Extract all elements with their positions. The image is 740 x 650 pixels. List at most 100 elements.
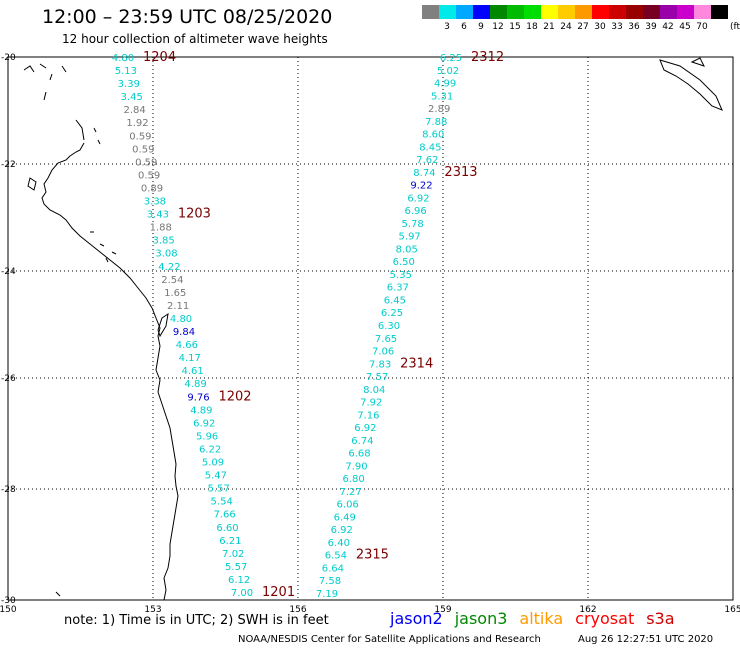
legend-swatch — [439, 5, 456, 19]
mission-s3a: s3a — [646, 609, 675, 628]
fraser-island — [157, 312, 169, 338]
wave-height-value: 4.61 — [182, 366, 204, 377]
wave-height-value: 7.92 — [360, 398, 382, 409]
wave-height-value: 2.89 — [428, 104, 450, 115]
wave-height-value: 6.92 — [354, 423, 376, 434]
wave-height-value: 9.84 — [173, 327, 195, 338]
mission-jason3: jason3 — [454, 609, 508, 628]
wave-height-value: 6.22 — [199, 444, 221, 455]
wave-height-value: 6.74 — [351, 436, 373, 447]
track-east: 6.25 5.02 4.995.31 2.89 7.88 8.608.45 7.62 8.74… — [316, 53, 462, 600]
wave-height-value: 3.85 — [153, 236, 175, 247]
wave-height-value: 5.57 — [208, 484, 230, 495]
wave-height-value: 1.65 — [164, 288, 186, 299]
wave-height-value: 7.16 — [357, 410, 379, 421]
wave-height-value: 4.17 — [179, 353, 201, 364]
wave-height-value: 7.57 — [366, 372, 388, 383]
wave-height-value: 1.88 — [150, 223, 172, 234]
wave-height-value: 8.45 — [419, 142, 441, 153]
pass-number-label: 2315 — [356, 548, 389, 563]
wave-height-value: 7.65 — [375, 334, 397, 345]
legend-swatch — [422, 5, 439, 19]
lat-tick-label: -26 — [1, 374, 16, 384]
wave-height-value: 4.89 — [190, 405, 212, 416]
wave-height-value: 3.38 — [144, 197, 166, 208]
pass-number-label: 2313 — [444, 165, 477, 180]
legend-swatch — [694, 5, 711, 19]
legend-label: 36 — [628, 22, 640, 32]
wave-height-value: 0.59 — [132, 144, 154, 155]
north-coast — [23, 63, 85, 141]
wave-height-value: 0.59 — [129, 131, 151, 142]
wave-height-value: 5.78 — [401, 219, 423, 230]
pass-number-label: 1204 — [143, 50, 176, 65]
wave-height-value: 6.92 — [331, 525, 353, 536]
australia-coast — [41, 142, 179, 601]
wave-height-value: 4.80 — [170, 314, 192, 325]
lat-tick-label: -28 — [1, 485, 16, 495]
lon-tick-label: 153 — [144, 605, 161, 615]
wave-height-value: 6.92 — [193, 418, 215, 429]
pass-number-label: 2312 — [471, 50, 504, 65]
legend-unit: (ft) — [730, 22, 740, 32]
wave-height-value: 7.00 — [231, 588, 253, 599]
pass-number-label: 1201 — [262, 585, 295, 600]
wave-height-value: 2.84 — [123, 105, 145, 116]
pass-labels: 1204 1203 1202 1201 2312 2313 2314 2315 — [143, 50, 504, 600]
mission-jason2: jason2 — [390, 609, 443, 628]
wave-height-value: 7.06 — [372, 347, 394, 358]
wave-height-value: 6.40 — [328, 538, 350, 549]
legend-label: 70 — [696, 22, 708, 32]
wave-height-value: 7.66 — [213, 510, 235, 521]
wave-height-value: 8.05 — [396, 244, 418, 255]
legend-swatch — [473, 5, 490, 19]
lat-lon-grid — [7, 56, 734, 601]
legend-swatch — [524, 5, 541, 19]
legend-label: 33 — [611, 22, 623, 32]
wave-height-value: 6.21 — [219, 536, 241, 547]
wave-height-value: 6.12 — [228, 575, 250, 586]
legend-swatch — [575, 5, 592, 19]
wave-height-value: 6.50 — [393, 257, 415, 268]
footnote: note: 1) Time is in UTC; 2) SWH is in fe… — [64, 613, 329, 628]
generated-timestamp: Aug 26 12:27:51 UTC 2020 — [578, 634, 714, 645]
wave-height-value: 7.19 — [316, 589, 338, 600]
reef-specks — [55, 127, 117, 597]
wave-height-value: 6.45 — [384, 295, 406, 306]
wave-height-value: 7.27 — [339, 487, 361, 498]
wave-height-value: 7.88 — [425, 117, 447, 128]
legend-label: 39 — [645, 22, 657, 32]
lon-tick-label: 162 — [579, 605, 596, 615]
wave-height-value: 5.13 — [115, 66, 137, 77]
wave-height-value: 7.62 — [416, 155, 438, 166]
wave-height-value: 5.96 — [196, 431, 218, 442]
wave-height-value: 8.74 — [413, 168, 435, 179]
lon-tick-label: 159 — [434, 605, 451, 615]
wave-height-value: 2.54 — [161, 275, 183, 286]
lon-tick-label: 165 — [724, 605, 740, 615]
legend-swatch — [626, 5, 643, 19]
legend-swatch — [507, 5, 524, 19]
wave-height-value: 3.39 — [118, 79, 140, 90]
wave-height-value: 4.99 — [434, 79, 456, 90]
credit-line: NOAA/NESDIS Center for Satellite Applica… — [238, 634, 541, 645]
lon-tick-label: 156 — [289, 605, 306, 615]
wave-height-value: 5.47 — [205, 471, 227, 482]
axis-ticks: 150 153 156 159 162 165 -20 -22 -24 -26 -28 -30 — [0, 53, 740, 615]
wave-height-value: 6.64 — [322, 563, 344, 574]
wave-height-value: 5.35 — [390, 270, 412, 281]
wave-height-value: 4.89 — [184, 379, 206, 390]
wave-height-value: 7.83 — [369, 359, 391, 370]
wave-height-value: 5.54 — [211, 497, 233, 508]
legend-swatch — [490, 5, 507, 19]
map-frame — [7, 56, 734, 601]
map-title: 12:00 – 23:59 UTC 08/25/2020 — [42, 6, 333, 28]
wave-height-value: 0.59 — [138, 170, 160, 181]
wave-height-value: 5.09 — [202, 458, 224, 469]
wave-height-value: 5.97 — [399, 232, 421, 243]
lon-tick-label: 150 — [0, 605, 17, 615]
legend-swatch — [643, 5, 660, 19]
coastline — [23, 57, 723, 601]
wave-height-value: 6.49 — [334, 512, 356, 523]
